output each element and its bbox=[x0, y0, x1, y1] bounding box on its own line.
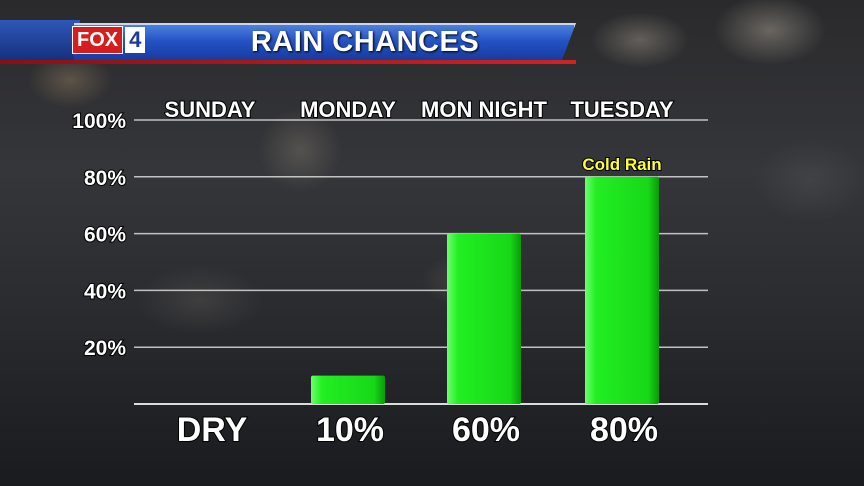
value-labels: DRY 10% 60% 80% bbox=[176, 410, 659, 450]
y-tick-label: 40% bbox=[84, 280, 126, 303]
category-label: MON NIGHT bbox=[421, 97, 547, 122]
y-tick-labels: 20% 40% 60% 80% 100% bbox=[71, 109, 127, 361]
value-label: 80% bbox=[590, 411, 658, 449]
value-label: 60% bbox=[452, 411, 520, 449]
y-tick-label: 100% bbox=[72, 110, 126, 133]
bars bbox=[311, 176, 659, 404]
value-label: 10% bbox=[316, 411, 384, 449]
bar-monday bbox=[311, 375, 385, 404]
banner-wedge bbox=[0, 20, 80, 62]
y-tick-label: 80% bbox=[84, 167, 126, 190]
category-label: SUNDAY bbox=[165, 97, 256, 122]
bar-tuesday bbox=[585, 176, 659, 404]
bar-mon-night bbox=[447, 233, 521, 404]
title-banner bbox=[0, 20, 580, 64]
annotation-label: Cold Rain bbox=[582, 155, 661, 174]
fox4-logo: FOX 4 bbox=[72, 25, 148, 55]
page-title: RAIN CHANCES bbox=[250, 26, 480, 58]
logo-number: 4 bbox=[125, 27, 146, 53]
annotations: Cold Rain bbox=[581, 154, 662, 175]
y-tick-label: 20% bbox=[84, 337, 126, 360]
logo-fox-text: FOX bbox=[72, 26, 124, 54]
value-label: DRY bbox=[177, 411, 248, 449]
category-label: MONDAY bbox=[300, 97, 396, 122]
y-tick-label: 60% bbox=[84, 224, 126, 247]
category-label: TUESDAY bbox=[570, 97, 673, 122]
category-labels: SUNDAY MONDAY MON NIGHT TUESDAY bbox=[164, 96, 675, 123]
banner-red-stripe bbox=[0, 60, 576, 64]
